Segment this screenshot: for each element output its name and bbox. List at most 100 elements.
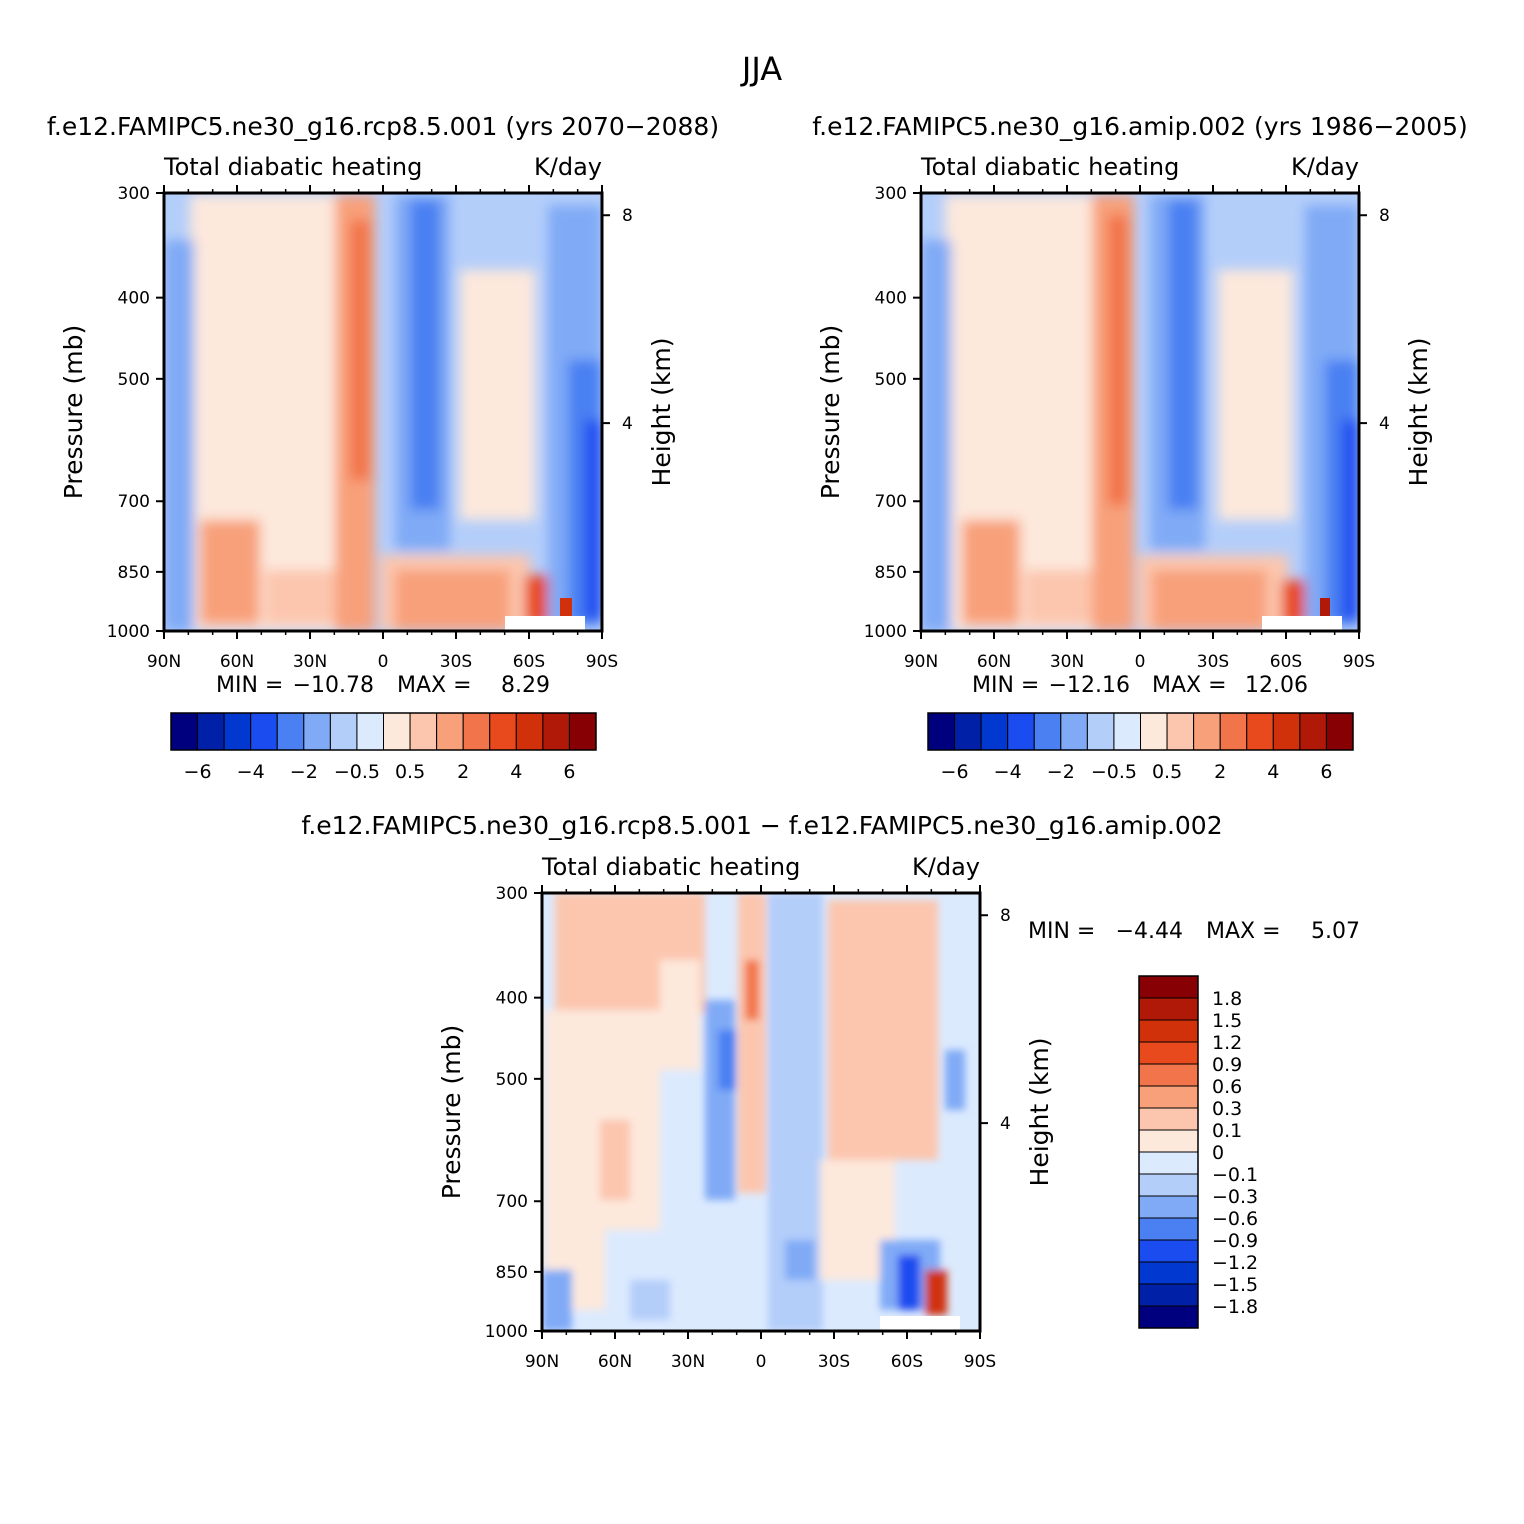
colorbar-box bbox=[568, 712, 597, 751]
colorbar-box bbox=[489, 712, 517, 751]
colorbar-label: 1.2 bbox=[1212, 1032, 1242, 1054]
colorbar-label: 4 bbox=[1267, 761, 1279, 783]
x-tick-label: 60N bbox=[977, 652, 1011, 672]
x-tick-label: 90N bbox=[147, 652, 181, 672]
x-tick-label: 60N bbox=[220, 652, 254, 672]
max-label: MAX = bbox=[1206, 919, 1281, 944]
min-label: MIN = bbox=[1028, 919, 1095, 944]
colorbar-box bbox=[1138, 1239, 1199, 1263]
y-tick-label: 500 bbox=[118, 370, 150, 390]
axis-group: 300 400 500 700 850 1000 90N 60N 30N 0 30S 60S 90S 8 4 bbox=[485, 884, 1011, 1372]
colorbar-label: −2 bbox=[1047, 761, 1075, 783]
colorbar: 1.81.51.20.90.60.30.10−0.1−0.3−0.6−0.9−1… bbox=[1138, 975, 1258, 1329]
colorbar-label: 2 bbox=[1214, 761, 1226, 783]
colorbar: −6 −4 −2 −0.5 0.5 2 4 6 bbox=[927, 712, 1354, 783]
y-tick-label: 300 bbox=[875, 184, 907, 204]
height-tick-label: 8 bbox=[622, 206, 633, 226]
max-value: 5.07 bbox=[1311, 919, 1360, 944]
colorbar-box bbox=[1138, 1085, 1199, 1109]
units-label: K/day bbox=[912, 853, 980, 881]
x-tick-label: 0 bbox=[378, 652, 389, 672]
y-tick-label: 850 bbox=[496, 1263, 528, 1283]
panel-rcp85: f.e12.FAMIPC5.ne30_g16.rcp8.5.001 (yrs 2… bbox=[47, 112, 719, 783]
colorbar-label: −2 bbox=[290, 761, 318, 783]
y-tick-label: 400 bbox=[118, 289, 150, 309]
colorbar-box bbox=[1140, 712, 1168, 751]
colorbar-label: 4 bbox=[510, 761, 522, 783]
x-tick-label: 30N bbox=[671, 1352, 705, 1372]
units-label: K/day bbox=[1291, 153, 1359, 181]
axis-group: 300 400 500 700 850 1000 90N 60N 30N 0 30S 60S 90S 8 4 bbox=[107, 184, 633, 672]
colorbar-box bbox=[1060, 712, 1088, 751]
colorbar-box bbox=[515, 712, 544, 751]
y-tick-label: 700 bbox=[496, 1192, 528, 1212]
y-tick-label: 700 bbox=[875, 492, 907, 512]
max-value: 8.29 bbox=[501, 673, 550, 698]
x-tick-label: 30S bbox=[440, 652, 472, 672]
variable-label: Total diabatic heating bbox=[163, 153, 422, 181]
colorbar-label: 0 bbox=[1212, 1142, 1224, 1164]
colorbar-box bbox=[170, 712, 199, 751]
colorbar-box bbox=[1219, 712, 1248, 751]
y-tick-label: 1000 bbox=[864, 622, 907, 642]
colorbar-box bbox=[462, 712, 491, 751]
y-tick-label: 300 bbox=[496, 884, 528, 904]
colorbar-box bbox=[303, 712, 331, 751]
colorbar-label: −1.5 bbox=[1212, 1274, 1258, 1296]
x-tick-label: 90S bbox=[1343, 652, 1375, 672]
units-label: K/day bbox=[534, 153, 602, 181]
variable-label: Total diabatic heating bbox=[541, 853, 800, 881]
colorbar-label: 6 bbox=[563, 761, 575, 783]
figure-title: JJA bbox=[740, 50, 782, 88]
max-value: 12.06 bbox=[1245, 673, 1308, 698]
y-tick-label: 400 bbox=[496, 989, 528, 1009]
colorbar-label: 1.5 bbox=[1212, 1010, 1242, 1032]
colorbar-label: −4 bbox=[994, 761, 1022, 783]
colorbar-box bbox=[1138, 975, 1199, 999]
colorbar-box bbox=[1007, 712, 1035, 751]
y-tick-label: 1000 bbox=[485, 1322, 528, 1342]
x-tick-label: 90N bbox=[525, 1352, 559, 1372]
colorbar-label: 1.8 bbox=[1212, 988, 1242, 1010]
ylabel-pressure: Pressure (mb) bbox=[816, 325, 845, 499]
colorbar-label: −0.1 bbox=[1212, 1164, 1258, 1186]
x-tick-label: 0 bbox=[1135, 652, 1146, 672]
colorbar-box bbox=[1138, 1107, 1199, 1131]
colorbar-label: 2 bbox=[457, 761, 469, 783]
colorbar-box bbox=[1113, 712, 1141, 751]
x-tick-label: 0 bbox=[756, 1352, 767, 1372]
max-label: MAX = bbox=[397, 673, 472, 698]
colorbar-box bbox=[1086, 712, 1115, 751]
x-tick-label: 30N bbox=[1050, 652, 1084, 672]
colorbar-label: 0.9 bbox=[1212, 1054, 1242, 1076]
colorbar-box bbox=[1138, 1063, 1199, 1087]
min-label: MIN = bbox=[972, 673, 1039, 698]
colorbar-label: 0.1 bbox=[1212, 1120, 1242, 1142]
colorbar-box bbox=[276, 712, 305, 751]
x-tick-label: 60S bbox=[513, 652, 545, 672]
colorbar-frame bbox=[170, 712, 597, 751]
colorbar-label: 0.6 bbox=[1212, 1076, 1242, 1098]
colorbar-box bbox=[1138, 1041, 1199, 1065]
colorbar-label: −0.5 bbox=[334, 761, 380, 783]
panel-difference: f.e12.FAMIPC5.ne30_g16.rcp8.5.001 − f.e1… bbox=[301, 811, 1360, 1372]
colorbar-box bbox=[542, 712, 570, 751]
panel-title: f.e12.FAMIPC5.ne30_g16.rcp8.5.001 − f.e1… bbox=[301, 811, 1222, 840]
min-value: −12.16 bbox=[1049, 673, 1130, 698]
panel-title: f.e12.FAMIPC5.ne30_g16.rcp8.5.001 (yrs 2… bbox=[47, 112, 719, 141]
colorbar-box bbox=[954, 712, 982, 751]
colorbar-label: −0.6 bbox=[1212, 1208, 1258, 1230]
y-tick-label: 850 bbox=[875, 563, 907, 583]
colorbar-label: 0.5 bbox=[1152, 761, 1182, 783]
colorbar-box bbox=[1138, 1129, 1199, 1153]
min-value: −4.44 bbox=[1116, 919, 1183, 944]
colorbar-box bbox=[250, 712, 278, 751]
colorbar-box bbox=[197, 712, 225, 751]
colorbar-label: 0.3 bbox=[1212, 1098, 1242, 1120]
panel-amip: f.e12.FAMIPC5.ne30_g16.amip.002 (yrs 198… bbox=[812, 112, 1468, 783]
colorbar-box bbox=[329, 712, 358, 751]
colorbar-box bbox=[927, 712, 956, 751]
x-tick-label: 30S bbox=[1197, 652, 1229, 672]
variable-label: Total diabatic heating bbox=[920, 153, 1179, 181]
